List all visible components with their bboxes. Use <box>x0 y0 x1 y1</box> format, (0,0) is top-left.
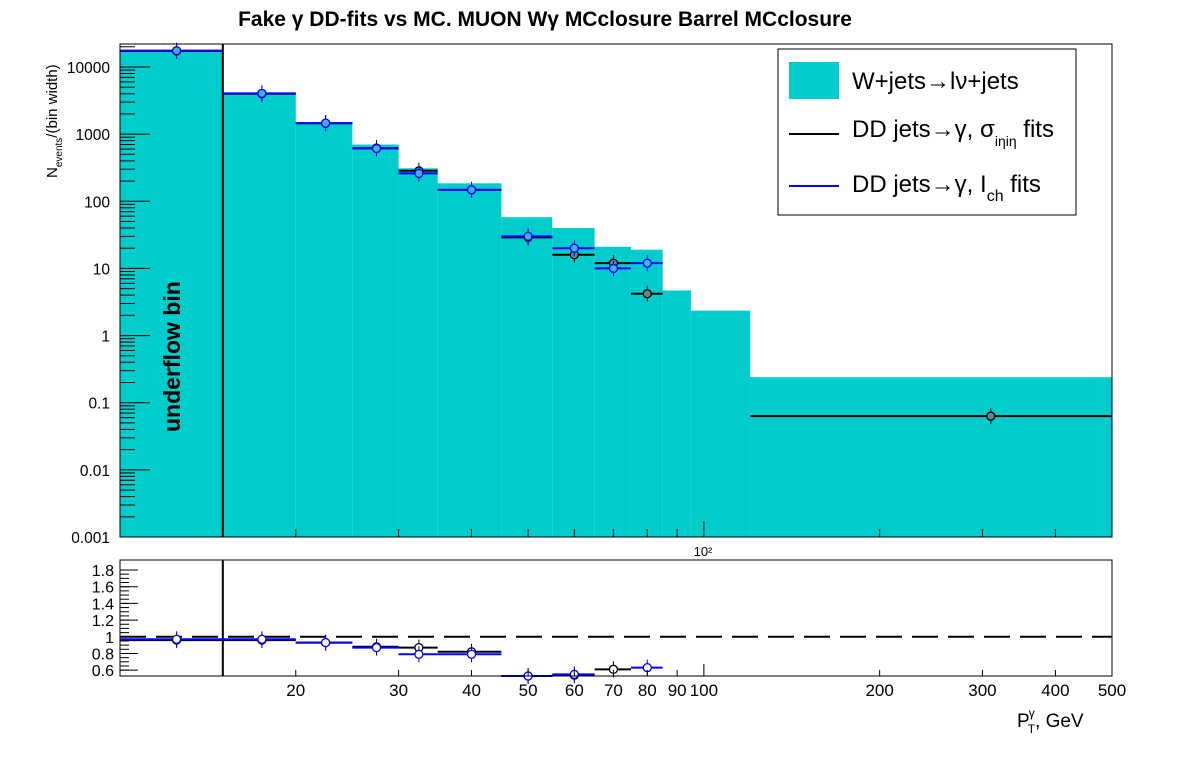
mc-bar-4 <box>398 168 438 538</box>
legend-label-mc: W+jets→lν+jets <box>852 68 1019 95</box>
ich-fit-point-4 <box>414 168 424 179</box>
ich-fit-point-7 <box>569 243 579 253</box>
mc-bar-1 <box>222 92 296 537</box>
ich-fit-point-3 <box>371 143 382 154</box>
x-tick-label-12: 500 <box>1098 681 1126 700</box>
y-tick-label-6: 0.01 <box>80 463 110 480</box>
legend-label-ich: DD jets→γ, Ich fits <box>852 171 1041 205</box>
ich-ratio-point-4 <box>414 649 424 659</box>
mc-histogram <box>120 50 1112 538</box>
x-tick-label-11: 400 <box>1041 681 1069 700</box>
ratio-y-tick-label-6: 1.8 <box>92 563 114 580</box>
y-tick-label-3: 10 <box>93 261 111 278</box>
ich-fit-point-0 <box>171 46 182 56</box>
ylabel-sub: events <box>54 138 65 167</box>
legend-sigma-main: DD jets→γ, σ <box>852 116 995 143</box>
x-tick-label-2: 40 <box>462 681 481 700</box>
x-tick-label-10: 300 <box>968 681 996 700</box>
main-x-axis <box>119 521 1113 537</box>
xlabel-sup: γ <box>1029 706 1035 720</box>
underflow-annotation: underflow bin <box>159 281 185 432</box>
ich-ratio-point-1 <box>257 634 267 644</box>
sigma-fit-point-9 <box>642 289 652 299</box>
x-tick-label-0: 20 <box>286 681 305 700</box>
legend-ich-sub: ch <box>987 188 1004 205</box>
ich-fit-point-8 <box>608 263 619 274</box>
sigma-fit-point-10 <box>986 411 996 421</box>
ich-ratio-point-0 <box>171 634 182 644</box>
ratio-y-axis: 0.60.811.21.41.61.8 <box>92 563 138 680</box>
x-tick-label-9: 200 <box>865 681 893 700</box>
y-tick-label-0: 10000 <box>67 60 110 77</box>
x-tick-label-5: 70 <box>604 681 623 700</box>
mc-bar-2 <box>295 122 353 537</box>
legend-sigma-sub: iηiη <box>995 133 1017 149</box>
x-axis-label: Pγ T, GeV <box>1017 706 1084 736</box>
main-x-mid-label: 10² <box>694 544 713 559</box>
ratio-y-tick-label-4: 1.4 <box>92 596 114 613</box>
ratio-y-tick-label-5: 1.6 <box>92 580 114 597</box>
mc-bar-10 <box>662 290 691 537</box>
mc-bar-8 <box>594 246 631 537</box>
ich-ratio-point-3 <box>371 642 382 653</box>
mc-bar-5 <box>437 183 502 537</box>
y-tick-label-7: 0.001 <box>71 530 110 547</box>
ylabel-main: N <box>44 167 61 178</box>
legend-ich-main: DD jets→γ, I <box>852 171 987 198</box>
ratio-y-tick-label-0: 0.6 <box>92 663 114 680</box>
ratio-x-axis: 20 30 40 50 60 70 80 90 100 200 300 400 500 <box>119 664 1126 700</box>
x-tick-label-6: 80 <box>638 681 657 700</box>
ylabel-tail: /(bin width) <box>44 64 61 137</box>
x-tick-label-3: 50 <box>519 681 538 700</box>
ratio-y-tick-label-2: 1 <box>105 630 114 647</box>
ich-ratio-point-5 <box>466 649 477 659</box>
ich-fits-series <box>120 42 663 277</box>
main-y-axis-label: Nevents/(bin width) <box>44 64 65 178</box>
y-tick-label-1: 1000 <box>76 127 111 144</box>
ratio-y-tick-label-1: 0.8 <box>92 646 114 663</box>
mc-bar-12 <box>750 377 1112 537</box>
x-tick-label-7: 90 <box>668 681 687 700</box>
mc-bar-3 <box>352 144 399 537</box>
ratio-plot-frame <box>119 559 1113 677</box>
main-plot-frame <box>119 43 1113 538</box>
ich-ratio-point-2 <box>320 637 331 648</box>
x-tick-label-8: 100 <box>690 681 718 700</box>
main-y-axis: 10000 1000 100 10 1 0.1 0.01 0.001 <box>67 46 150 547</box>
y-tick-label-5: 0.1 <box>88 396 110 413</box>
x-tick-label-4: 60 <box>565 681 584 700</box>
x-tick-label-1: 30 <box>389 681 408 700</box>
ich-fit-point-2 <box>320 118 331 128</box>
ich-fit-point-9 <box>642 258 652 268</box>
ich-fit-point-5 <box>466 185 477 195</box>
legend-ich-tail: fits <box>1004 171 1041 198</box>
y-tick-label-2: 100 <box>84 194 110 211</box>
ich-fit-point-6 <box>523 231 533 242</box>
xlabel-tail: , GeV <box>1035 711 1084 732</box>
legend-sigma-tail: fits <box>1017 116 1054 143</box>
chart-title: Fake γ DD-fits vs MC. MUON Wγ MCclosure … <box>238 8 852 31</box>
mc-bar-0 <box>120 50 223 537</box>
legend: W+jets→lν+jets DD jets→γ, σiηiη fits DD … <box>777 48 1077 216</box>
legend-label-sigma: DD jets→γ, σiηiη fits <box>852 116 1054 149</box>
xlabel-main: P <box>1017 711 1030 732</box>
legend-swatch-mc <box>789 62 839 99</box>
mc-bar-11 <box>690 310 751 537</box>
ich-fit-point-1 <box>257 88 267 98</box>
ratio-y-tick-label-3: 1.2 <box>92 613 114 630</box>
y-tick-label-4: 1 <box>101 329 110 346</box>
mc-bar-6 <box>501 217 553 537</box>
mc-bar-7 <box>552 227 595 537</box>
xlabel-sub: T <box>1028 722 1036 736</box>
